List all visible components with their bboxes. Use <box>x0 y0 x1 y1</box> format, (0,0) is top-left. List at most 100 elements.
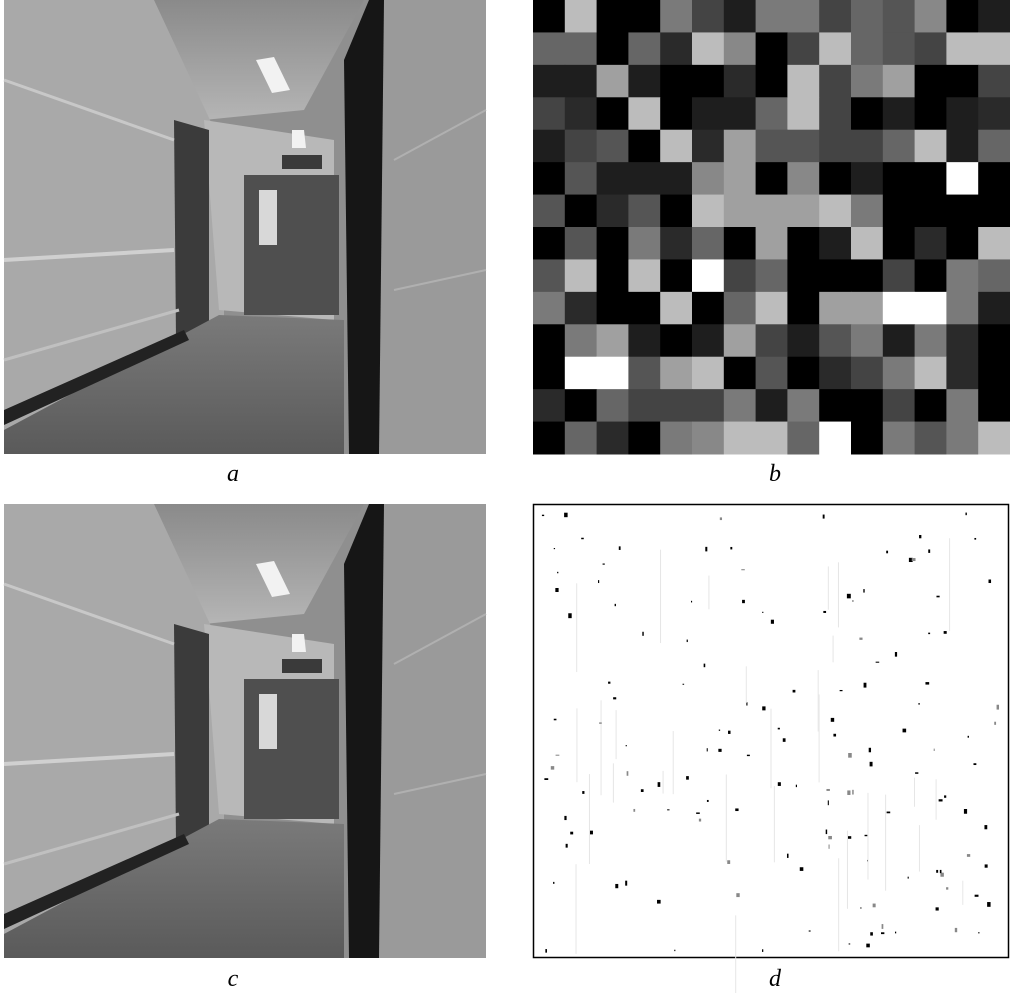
block <box>978 195 1010 228</box>
block <box>946 65 978 98</box>
block <box>533 422 565 455</box>
block <box>883 97 915 130</box>
block <box>756 65 788 98</box>
block <box>978 259 1010 292</box>
block <box>603 564 605 565</box>
block <box>582 791 584 794</box>
block <box>641 789 644 792</box>
block <box>724 422 756 455</box>
block <box>628 389 660 422</box>
block <box>628 422 660 455</box>
block <box>787 324 819 357</box>
block <box>626 745 627 746</box>
block <box>597 292 629 325</box>
block <box>657 900 661 904</box>
block <box>724 357 756 390</box>
panel-label: c <box>228 966 239 992</box>
block <box>597 227 629 260</box>
block <box>564 816 566 820</box>
block <box>936 779 937 819</box>
block <box>964 809 967 814</box>
block <box>533 65 565 98</box>
block <box>576 864 577 954</box>
block <box>589 774 590 864</box>
block <box>946 887 948 889</box>
block <box>686 776 689 780</box>
block <box>912 558 916 561</box>
block <box>692 227 724 260</box>
block <box>852 600 853 601</box>
block <box>533 227 565 260</box>
block <box>978 65 1010 98</box>
block <box>809 930 811 931</box>
block <box>692 65 724 98</box>
panel-b <box>533 0 1010 455</box>
block <box>946 259 978 292</box>
block <box>978 97 1010 130</box>
block <box>597 130 629 163</box>
block <box>851 195 883 228</box>
block <box>787 162 819 195</box>
page: a b c d (() => { const data = JSON.parse… <box>0 0 1010 993</box>
block <box>736 893 739 897</box>
block <box>613 697 616 699</box>
block <box>895 652 897 657</box>
block <box>778 728 780 730</box>
block <box>627 771 629 776</box>
block <box>708 576 709 610</box>
block <box>819 422 851 455</box>
block <box>946 97 978 130</box>
block <box>692 195 724 228</box>
block <box>849 943 851 944</box>
panel-d <box>534 505 1009 993</box>
block <box>628 0 660 33</box>
block <box>724 227 756 260</box>
block <box>556 755 560 756</box>
block <box>851 324 883 357</box>
block <box>847 594 851 599</box>
block <box>819 97 851 130</box>
block <box>883 130 915 163</box>
block <box>727 860 730 864</box>
block <box>762 949 763 952</box>
block <box>928 549 930 552</box>
block <box>787 259 819 292</box>
block <box>873 904 876 908</box>
block <box>962 881 963 905</box>
block <box>774 786 775 862</box>
block <box>915 32 947 65</box>
block <box>819 389 851 422</box>
block <box>819 694 820 782</box>
block <box>851 32 883 65</box>
block <box>628 292 660 325</box>
block <box>660 357 692 390</box>
block <box>847 831 848 909</box>
block <box>568 613 571 618</box>
block <box>915 772 918 774</box>
panel-label: a <box>227 461 239 487</box>
block <box>597 422 629 455</box>
block <box>597 65 629 98</box>
block <box>800 867 804 871</box>
block <box>818 670 819 731</box>
block <box>597 389 629 422</box>
block <box>851 292 883 325</box>
block <box>984 825 987 829</box>
block <box>554 548 555 549</box>
block <box>819 65 851 98</box>
block <box>719 730 720 731</box>
block <box>838 858 839 951</box>
block <box>770 709 771 789</box>
block <box>660 389 692 422</box>
block <box>597 259 629 292</box>
block <box>566 844 568 848</box>
block <box>608 682 610 684</box>
block <box>533 292 565 325</box>
block <box>851 162 883 195</box>
block <box>660 292 692 325</box>
block <box>756 324 788 357</box>
block <box>692 389 724 422</box>
block <box>601 700 602 795</box>
block <box>756 97 788 130</box>
block <box>756 195 788 228</box>
